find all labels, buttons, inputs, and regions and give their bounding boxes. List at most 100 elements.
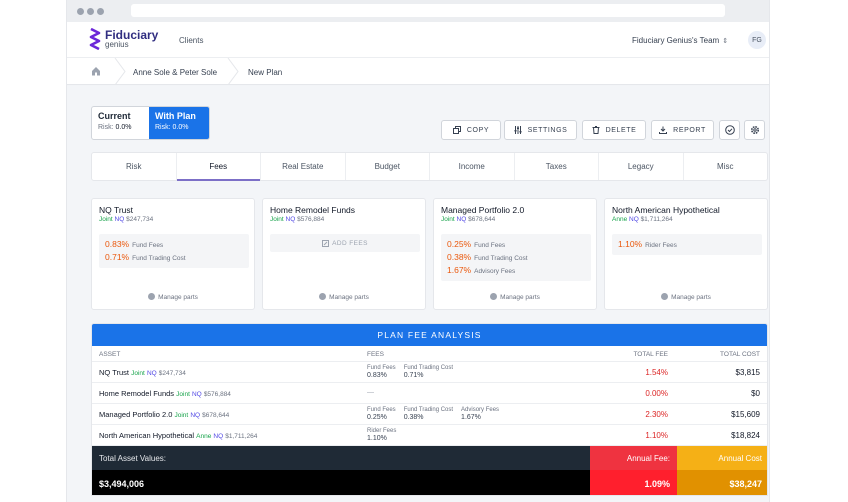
- gear-icon: [490, 293, 498, 300]
- scenario-title: Current: [98, 111, 131, 121]
- col-total-fee: TOTAL FEE: [633, 351, 668, 358]
- annual-fee-label: Annual Fee:: [590, 446, 677, 470]
- address-bar[interactable]: [131, 4, 725, 17]
- analysis-title: PLAN FEE ANALYSIS: [92, 324, 767, 346]
- main-content: Current Risk: 0.0% With Plan Risk: 0.0% …: [67, 86, 769, 502]
- scenario-risk: Risk: 0.0%: [155, 124, 189, 131]
- check-circle-icon: [724, 125, 735, 135]
- tab-risk[interactable]: Risk: [92, 153, 177, 180]
- report-button[interactable]: REPORT: [651, 120, 714, 140]
- breadcrumb-client[interactable]: Anne Sole & Peter Sole: [133, 68, 218, 77]
- add-fees-button[interactable]: ADD FEES: [270, 234, 420, 252]
- col-asset: ASSET: [99, 351, 121, 358]
- row-asset: North American Hypothetical Anne NQ $1,7…: [99, 431, 258, 440]
- row-total-fee: 1.10%: [645, 431, 668, 440]
- fee-item: 0.83% Fund Fees: [105, 239, 164, 249]
- col-fees: FEES: [367, 351, 384, 358]
- asset-subtitle: Joint NQ $678,644: [441, 216, 496, 223]
- asset-card-managed-portfolio: Managed Portfolio 2.0 Joint NQ $678,644 …: [433, 198, 597, 310]
- gear-icon: [750, 125, 759, 135]
- delete-button[interactable]: DELETE: [582, 120, 646, 140]
- plan-tabs: Risk Fees Real Estate Budget Income Taxe…: [91, 152, 768, 181]
- check-button[interactable]: [719, 120, 740, 140]
- window-dot: [87, 8, 94, 15]
- analysis-column-headers: ASSET FEES TOTAL FEE TOTAL COST: [92, 346, 767, 362]
- row-asset: NQ Trust Joint NQ $247,734: [99, 368, 186, 377]
- tab-budget[interactable]: Budget: [346, 153, 430, 180]
- fee-list[interactable]: 0.83% Fund Fees 0.71% Fund Trading Cost: [99, 234, 249, 268]
- tab-real-estate[interactable]: Real Estate: [261, 153, 346, 180]
- tab-income[interactable]: Income: [430, 153, 515, 180]
- fee-item: 1.67% Advisory Fees: [447, 265, 516, 275]
- table-row: Home Remodel Funds Joint NQ $576,884 — 0…: [92, 383, 767, 404]
- gear-icon: [148, 293, 156, 300]
- fee-list[interactable]: 1.10% Rider Fees: [612, 234, 762, 255]
- brand-mark-icon: [89, 28, 101, 50]
- window-dot: [97, 8, 104, 15]
- asset-subtitle: Anne NQ $1,711,264: [612, 216, 673, 223]
- plan-fee-analysis: PLAN FEE ANALYSIS ASSET FEES TOTAL FEE T…: [91, 323, 768, 496]
- fee-list[interactable]: 0.25% Fund Fees 0.38% Fund Trading Cost 1.…: [441, 234, 591, 281]
- manage-parts-link[interactable]: Manage parts: [92, 293, 254, 301]
- scenario-title: With Plan: [155, 111, 196, 121]
- edit-icon: [322, 239, 330, 247]
- brand-subname: genius: [105, 39, 129, 49]
- table-row: Managed Portfolio 2.0 Joint NQ $678,644 …: [92, 404, 767, 425]
- annual-cost-value: $38,247: [677, 470, 767, 495]
- top-nav: Fiduciary genius Clients Fiduciary Geniu…: [67, 22, 769, 58]
- breadcrumb: Anne Sole & Peter Sole New Plan: [67, 58, 769, 85]
- asset-card-home-remodel: Home Remodel Funds Joint NQ $576,884 ADD…: [262, 198, 426, 310]
- annual-fee-value: 1.09%: [590, 470, 677, 495]
- avatar[interactable]: FG: [748, 31, 766, 49]
- row-total-cost: $3,815: [735, 368, 760, 377]
- table-row: NQ Trust Joint NQ $247,734 Fund Fees 0.83…: [92, 362, 767, 383]
- settings-button[interactable]: SETTINGS: [504, 120, 577, 140]
- tab-fees[interactable]: Fees: [176, 153, 261, 181]
- analysis-footer-values: $3,494,006 1.09% $38,247: [92, 470, 767, 495]
- gear-icon: [661, 293, 669, 300]
- asset-card-north-american: North American Hypothetical Anne NQ $1,7…: [604, 198, 768, 310]
- row-total-cost: $18,824: [731, 431, 760, 440]
- brand-logo[interactable]: Fiduciary genius: [89, 28, 158, 50]
- settings-label: SETTINGS: [527, 126, 568, 134]
- browser-chrome: [67, 0, 769, 22]
- table-row: North American Hypothetical Anne NQ $1,7…: [92, 425, 767, 446]
- manage-parts-link[interactable]: Manage parts: [263, 293, 425, 301]
- home-icon[interactable]: [91, 66, 101, 76]
- manage-parts-link[interactable]: Manage parts: [434, 293, 596, 301]
- asset-title: Home Remodel Funds: [270, 205, 356, 215]
- manage-parts-link[interactable]: Manage parts: [605, 293, 767, 301]
- row-asset: Managed Portfolio 2.0 Joint NQ $678,644: [99, 410, 230, 419]
- breadcrumb-plan: New Plan: [248, 68, 283, 77]
- tab-misc[interactable]: Misc: [717, 162, 734, 171]
- team-selector[interactable]: Fiduciary Genius's Team ⇕: [632, 36, 728, 45]
- scenario-with-plan[interactable]: With Plan Risk: 0.0%: [149, 107, 209, 139]
- copy-button[interactable]: COPY: [441, 120, 501, 140]
- brand-name: Fiduciary: [105, 27, 159, 42]
- annual-cost-label: Annual Cost: [677, 446, 767, 470]
- trash-icon: [592, 126, 600, 134]
- gear-button[interactable]: [744, 120, 765, 140]
- asset-title: North American Hypothetical: [612, 205, 720, 215]
- asset-subtitle: Joint NQ $576,884: [270, 216, 325, 223]
- asset-card-nq-trust: NQ Trust Joint NQ $247,734 0.83% Fund Fee…: [91, 198, 255, 310]
- row-asset: Home Remodel Funds Joint NQ $576,884: [99, 389, 231, 398]
- total-asset-value: $3,494,006: [92, 470, 590, 495]
- sliders-icon: [514, 126, 522, 134]
- tab-taxes[interactable]: Taxes: [515, 153, 599, 180]
- col-total-cost: TOTAL COST: [720, 351, 760, 358]
- total-asset-label: Total Asset Values:: [92, 446, 590, 470]
- row-fees: Rider Fees 1.10%: [367, 428, 397, 442]
- asset-subtitle: Joint NQ $247,734: [99, 216, 154, 223]
- copy-label: COPY: [466, 126, 490, 134]
- tab-legacy[interactable]: Legacy: [599, 153, 684, 180]
- asset-title: Managed Portfolio 2.0: [441, 205, 525, 215]
- nav-clients-link[interactable]: Clients: [179, 36, 204, 45]
- asset-title: NQ Trust: [99, 205, 134, 215]
- row-fees-empty: —: [367, 389, 374, 396]
- row-total-cost: $0: [751, 389, 760, 398]
- fee-item: 1.10% Rider Fees: [618, 239, 677, 249]
- scenario-current[interactable]: Current Risk: 0.0%: [92, 107, 149, 139]
- window-dot: [77, 8, 84, 15]
- breadcrumb-separator-icon: [114, 58, 126, 85]
